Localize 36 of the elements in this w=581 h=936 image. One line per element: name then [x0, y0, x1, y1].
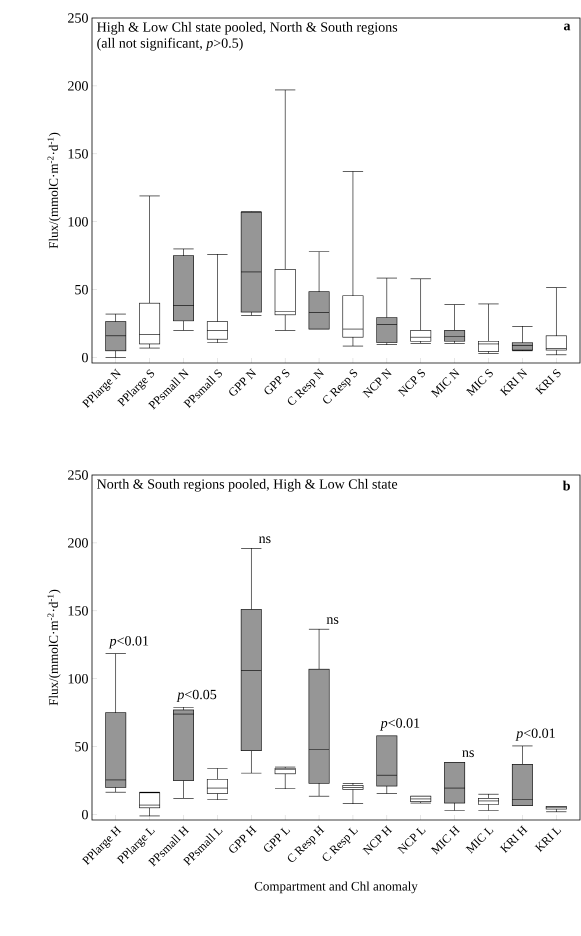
x-axis-title: Compartment and Chl anomaly — [254, 881, 418, 894]
chart-title: High & Low Chl state pooled, North & South regions — [97, 22, 398, 35]
y-tick-label: 50 — [75, 742, 88, 752]
y-tick-label: 150 — [68, 606, 88, 616]
annotation: p<0.01 — [515, 728, 555, 741]
annotation: p<0.01 — [380, 718, 420, 731]
y-tick-label: 50 — [75, 284, 88, 294]
annotation: ns — [326, 617, 338, 624]
y-tick-label: 100 — [68, 674, 88, 684]
x-tick-label: KRI N — [500, 368, 528, 396]
x-tick-label: C Resp S — [323, 368, 358, 404]
text: (all not significant, p>0.5) — [97, 38, 243, 51]
annotation: a — [564, 24, 570, 30]
y-tick-label: 0 — [82, 810, 88, 820]
y-axis-title: Flux/(mmolC·m$^{-2}$·d$^{-1}$) — [47, 590, 61, 706]
x-tick-label: C Resp L — [322, 828, 358, 861]
chart-title: North & South regions pooled, High & Low Chl state — [97, 478, 398, 492]
annotation: p<0.01 — [108, 636, 148, 648]
y-tick-label: 150 — [68, 149, 88, 159]
x-tick-label: GPP S — [264, 369, 290, 394]
x-tick-label: GPP H — [229, 825, 257, 853]
annotation: ns — [258, 536, 271, 544]
x-tick-label: GPP L — [264, 828, 290, 852]
y-tick-label: 200 — [68, 538, 88, 548]
y-axis-title: Flux/(mmolC·m$^{-2}$·d$^{-1}$) — [47, 132, 61, 248]
y-tick-label: 250 — [68, 470, 88, 480]
x-tick-label: KRI L — [534, 828, 562, 852]
annotation: b — [562, 480, 570, 490]
annotation: ns — [462, 750, 474, 758]
y-tick-label: 200 — [68, 81, 88, 91]
y-tick-label: 250 — [68, 13, 88, 23]
y-tick-label: 0 — [82, 352, 88, 362]
annotation: p<0.05 — [176, 690, 216, 702]
x-tick-label: GPP N — [229, 368, 256, 396]
y-tick-label: 100 — [68, 217, 88, 226]
x-tick-label: KRI H — [500, 825, 528, 854]
